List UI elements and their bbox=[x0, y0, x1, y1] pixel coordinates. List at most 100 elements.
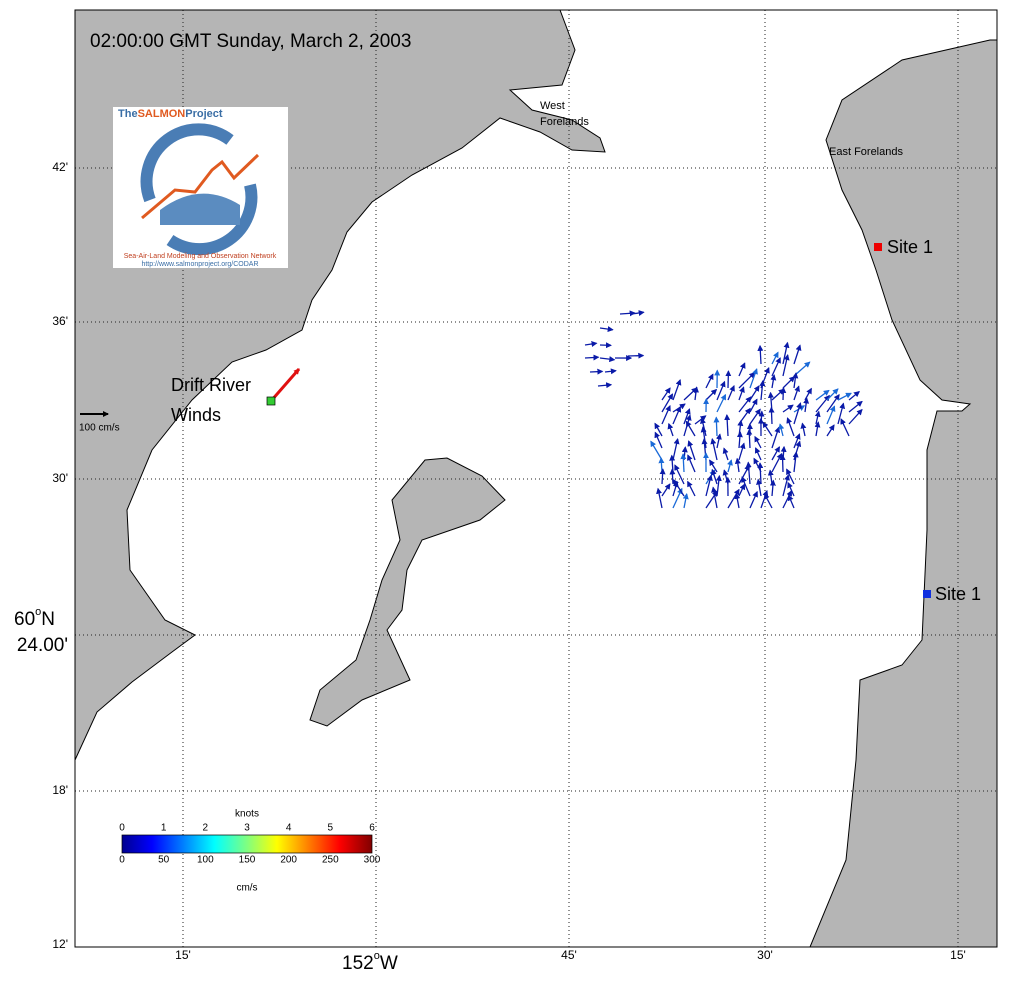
current-vector bbox=[694, 415, 707, 425]
current-vector bbox=[716, 380, 726, 401]
current-vector bbox=[804, 387, 812, 401]
current-vector bbox=[599, 356, 616, 363]
logo-title-part: SALMON bbox=[138, 108, 186, 120]
current-vector bbox=[771, 426, 781, 449]
current-vector bbox=[815, 394, 830, 413]
colorbar-tick: 2 bbox=[203, 823, 209, 834]
colorbar-tick: 50 bbox=[158, 855, 170, 866]
current-vector bbox=[673, 479, 685, 497]
current-vector bbox=[767, 469, 774, 485]
place-label: East Forelands bbox=[829, 146, 903, 158]
land-east bbox=[809, 39, 998, 948]
current-vector bbox=[770, 374, 777, 389]
current-vector bbox=[746, 428, 753, 449]
current-vector bbox=[654, 431, 663, 449]
site-label: Site 1 bbox=[935, 584, 981, 604]
current-vector bbox=[800, 422, 807, 437]
lat-major: 60oN bbox=[14, 606, 55, 630]
current-vector bbox=[837, 402, 846, 425]
current-vector bbox=[760, 489, 769, 509]
current-vector bbox=[584, 341, 598, 347]
lat-tick: 36' bbox=[52, 314, 68, 328]
current-vector bbox=[734, 457, 741, 473]
current-vector bbox=[715, 474, 722, 497]
current-vector bbox=[793, 385, 800, 401]
hemisphere: W bbox=[380, 953, 398, 974]
colorbar-tick: 200 bbox=[280, 855, 297, 866]
current-vector bbox=[656, 487, 663, 509]
lat-degree: 60 bbox=[14, 609, 35, 630]
logo-line bbox=[141, 153, 260, 220]
degree-symbol: o bbox=[35, 606, 41, 618]
current-vector bbox=[826, 388, 839, 401]
current-vector bbox=[771, 351, 779, 365]
lat-tick: 18' bbox=[52, 783, 68, 797]
site-marker bbox=[923, 590, 931, 598]
current-vector bbox=[727, 488, 740, 509]
current-vector bbox=[693, 386, 699, 401]
lon-tick: 45' bbox=[561, 948, 577, 962]
logo-arc bbox=[140, 123, 234, 203]
island bbox=[309, 457, 506, 727]
current-vector bbox=[736, 431, 743, 449]
current-vector bbox=[782, 490, 793, 509]
scale-label: 100 cm/s bbox=[79, 423, 120, 434]
lon-tick: 15' bbox=[950, 948, 966, 962]
wind-arrow bbox=[269, 368, 301, 402]
current-vector bbox=[705, 388, 718, 401]
current-vector bbox=[754, 447, 762, 461]
current-vector bbox=[661, 483, 671, 497]
current-vector bbox=[757, 462, 764, 485]
current-vector bbox=[738, 464, 750, 485]
current-vector bbox=[793, 344, 802, 365]
current-vector bbox=[745, 461, 752, 485]
current-vector bbox=[727, 459, 733, 473]
current-vector bbox=[771, 388, 785, 401]
colorbar bbox=[121, 834, 373, 854]
current-vector bbox=[661, 393, 674, 413]
lat-tick: 42' bbox=[52, 160, 68, 174]
current-vector bbox=[738, 386, 745, 401]
current-vector bbox=[786, 468, 795, 485]
current-vector bbox=[715, 433, 722, 449]
current-vector bbox=[672, 406, 682, 425]
current-vector bbox=[782, 354, 790, 377]
current-vector bbox=[589, 368, 604, 375]
current-vector bbox=[687, 454, 696, 473]
colorbar-tick: 0 bbox=[119, 855, 125, 866]
current-vector bbox=[672, 437, 680, 461]
lat-tick: 12' bbox=[52, 937, 68, 951]
current-vector bbox=[661, 387, 671, 401]
current-vector bbox=[667, 422, 674, 437]
current-vector bbox=[759, 380, 766, 401]
colorbar-tick: 4 bbox=[286, 823, 292, 834]
current-vector bbox=[837, 392, 852, 401]
current-vector bbox=[700, 426, 707, 449]
current-vector bbox=[716, 393, 727, 413]
current-vector bbox=[685, 420, 696, 437]
current-vector bbox=[754, 435, 762, 449]
current-vector bbox=[710, 437, 718, 461]
lat-tick: 30' bbox=[52, 471, 68, 485]
colorbar-ticks: 0 1 2 3 4 5 6 0 50 100 150 200 250 300 bbox=[119, 823, 381, 866]
current-vector bbox=[711, 486, 718, 509]
current-vector bbox=[682, 492, 689, 509]
current-vector bbox=[782, 376, 796, 389]
place-label: West bbox=[540, 100, 565, 112]
current-vector bbox=[738, 442, 746, 461]
current-vector bbox=[619, 310, 636, 317]
current-vector bbox=[724, 414, 731, 437]
current-vector bbox=[826, 424, 835, 437]
current-vector bbox=[705, 490, 718, 509]
current-vectors bbox=[584, 310, 863, 509]
current-vector bbox=[778, 423, 785, 437]
current-vector bbox=[659, 468, 666, 485]
current-vector bbox=[757, 344, 764, 365]
colorbar-tick: 150 bbox=[239, 855, 256, 866]
current-vector bbox=[599, 326, 614, 333]
current-vector bbox=[672, 379, 682, 401]
current-vector bbox=[734, 492, 741, 509]
current-vector bbox=[793, 402, 802, 425]
current-vector bbox=[848, 400, 863, 413]
